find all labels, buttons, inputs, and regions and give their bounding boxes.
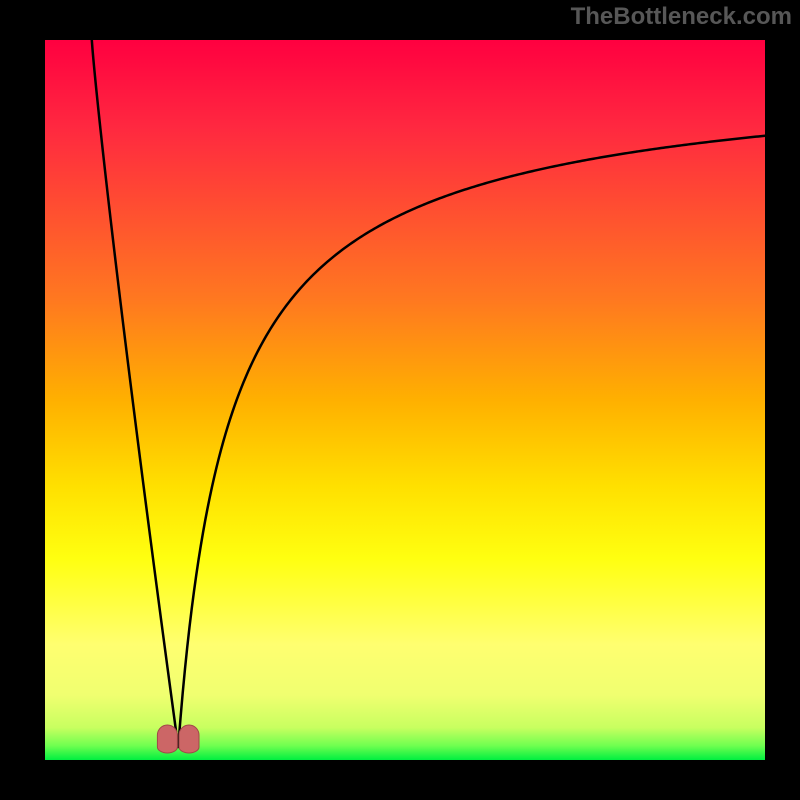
chart-svg	[35, 30, 775, 770]
plot-area	[35, 30, 775, 770]
watermark-text: TheBottleneck.com	[571, 3, 792, 31]
